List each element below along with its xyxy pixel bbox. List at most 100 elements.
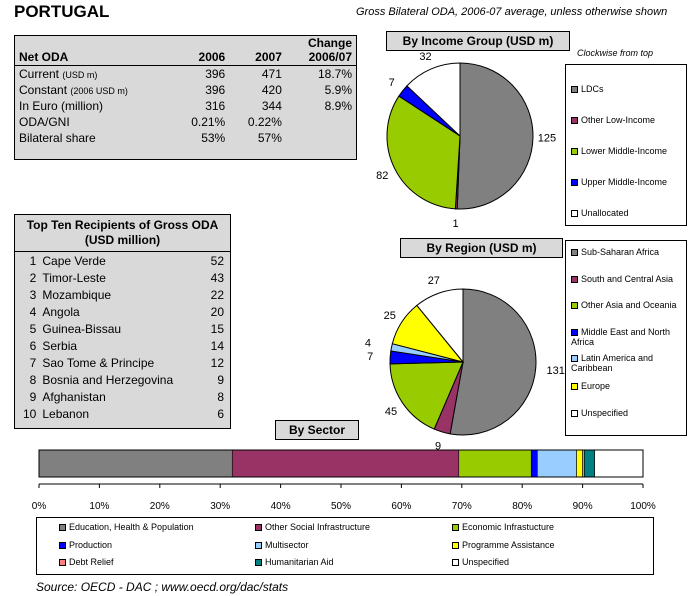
legend-label: Other Asia and Oceania xyxy=(581,300,677,310)
legend-swatch xyxy=(59,559,66,567)
legend-item: Multisector xyxy=(255,540,309,550)
income-chart-title: By Income Group (USD m) xyxy=(386,31,570,51)
recipient-rank: 6 xyxy=(29,338,37,353)
legend-swatch xyxy=(571,210,578,218)
top-recipients-table: 1 Cape Verde 52 2 Timor-Leste 43 3 Mozambique 22… xyxy=(15,252,230,422)
recipient-rank: 8 xyxy=(29,372,37,387)
recipient-row: 2 Timor-Leste 43 xyxy=(15,269,230,286)
recipient-row: 1 Cape Verde 52 xyxy=(15,252,230,269)
region-chart-title: By Region (USD m) xyxy=(400,238,563,258)
legend-item: Upper Middle-Income xyxy=(571,177,683,187)
legend-swatch xyxy=(571,249,578,257)
pie-slice-label: 25 xyxy=(384,310,396,322)
recipient-name: Guinea-Bissau xyxy=(42,321,122,336)
recipient-rank: 9 xyxy=(29,389,37,404)
row-unit: (2006 USD m) xyxy=(70,86,128,96)
row-label: In Euro (million) xyxy=(19,99,104,113)
legend-swatch xyxy=(59,524,66,532)
legend-item: LDCs xyxy=(571,84,683,94)
sector-bar-segment xyxy=(536,449,577,478)
legend-swatch xyxy=(452,542,459,550)
legend-label: Production xyxy=(69,540,113,550)
pie-slice xyxy=(389,361,464,430)
row-label: Current xyxy=(19,67,60,81)
legend-label: Debt Relief xyxy=(69,557,114,567)
net-oda-header-row: Net ODA 2006 2007 Change 2006/07 xyxy=(15,36,356,66)
row-unit: (USD m) xyxy=(62,70,98,80)
pie-slice-label: 45 xyxy=(385,406,397,418)
value-2007: 471 xyxy=(261,67,282,81)
recipient-row: 4 Angola 20 xyxy=(15,303,230,320)
pie-slice xyxy=(416,288,464,364)
legend-item: Other Social Infrastructure xyxy=(255,522,370,532)
recipient-rank: 5 xyxy=(29,321,37,336)
recipient-rank: 2 xyxy=(29,270,37,285)
income-legend: LDCs Other Low-Income Lower Middle-Income U… xyxy=(565,64,687,226)
legend-label: Humanitarian Aid xyxy=(265,557,334,567)
legend-label: Education, Health & Population xyxy=(69,522,194,532)
legend-label: Unallocated xyxy=(581,208,629,218)
recipient-rank: 3 xyxy=(29,287,37,302)
recipient-row: 6 Serbia 14 xyxy=(15,337,230,354)
legend-swatch xyxy=(571,410,578,418)
pie-slice-label: 9 xyxy=(435,440,441,452)
legend-label: Lower Middle-Income xyxy=(581,146,668,156)
value-2006: 396 xyxy=(205,67,226,81)
row-label: Constant xyxy=(19,83,68,97)
x-tick-label: 60% xyxy=(391,501,411,512)
legend-item: Unallocated xyxy=(571,208,683,218)
net-oda-row: ODA/GNI 0.21% 0.22% xyxy=(15,114,356,130)
legend-item: Programme Assistance xyxy=(452,540,555,550)
x-tick-label: 0% xyxy=(32,501,47,512)
sector-bar-frame xyxy=(38,449,644,478)
value-change: 5.9% xyxy=(324,83,352,97)
sector-chart-title: By Sector xyxy=(275,420,359,440)
recipient-row: 7 Sao Tome & Principe 12 xyxy=(15,354,230,371)
recipient-row: 9 Afghanistan 8 xyxy=(15,388,230,405)
legend-swatch xyxy=(571,276,578,284)
legend-item: Debt Relief xyxy=(59,557,114,567)
legend-item: Unspecified xyxy=(452,557,509,567)
recipient-name: Angola xyxy=(42,304,80,319)
net-oda-table: Net ODA 2006 2007 Change 2006/07 Current … xyxy=(15,36,356,146)
recipient-value: 14 xyxy=(210,338,224,353)
recipient-rank: 1 xyxy=(29,253,37,268)
recipient-name: Afghanistan xyxy=(42,389,106,404)
legend-label: Sub-Saharan Africa xyxy=(581,247,660,257)
region-legend: Sub-Saharan Africa South and Central Asia… xyxy=(565,240,687,436)
legend-label: South and Central Asia xyxy=(581,274,674,284)
net-oda-row: Constant (2006 USD m) 396 420 5.9% xyxy=(15,82,356,98)
value-2006: 316 xyxy=(205,99,226,113)
net-oda-col-change: Change 2006/07 xyxy=(285,36,356,66)
top-recipients-panel: Top Ten Recipients of Gross ODA (USD mil… xyxy=(14,214,231,429)
change-label-line2: 2006/07 xyxy=(308,50,352,64)
net-oda-row: Current (USD m) 396 471 18.7% xyxy=(15,66,356,83)
recipient-rank: 7 xyxy=(29,355,37,370)
legend-item: Middle East and North Africa xyxy=(571,327,683,347)
legend-item: Unspecified xyxy=(571,408,683,418)
recipient-value: 52 xyxy=(210,253,224,268)
legend-label: Middle East and North Africa xyxy=(571,327,671,347)
sector-legend: Education, Health & Population Other Soci… xyxy=(36,517,654,575)
x-tick-label: 50% xyxy=(331,501,351,512)
legend-swatch xyxy=(571,117,578,125)
legend-item: Economic Infrastucture xyxy=(452,522,554,532)
net-oda-col-2007: 2007 xyxy=(229,36,286,66)
x-tick-label: 90% xyxy=(573,501,593,512)
value-2007: 420 xyxy=(261,83,282,97)
recipient-row: 3 Mozambique 22 xyxy=(15,286,230,303)
legend-label: Latin America and Caribbean xyxy=(571,353,654,373)
legend-label: Multisector xyxy=(265,540,309,550)
legend-item: Production xyxy=(59,540,112,550)
net-oda-panel: Net ODA 2006 2007 Change 2006/07 Current … xyxy=(14,35,357,160)
legend-swatch xyxy=(59,542,66,550)
legend-item: Humanitarian Aid xyxy=(255,557,334,567)
value-2007: 0.22% xyxy=(247,115,282,129)
recipient-value: 15 xyxy=(210,321,224,336)
net-oda-col-2006: 2006 xyxy=(172,36,230,66)
clockwise-note: Clockwise from top xyxy=(577,48,654,58)
legend-label: Programme Assistance xyxy=(462,540,555,550)
legend-swatch xyxy=(452,559,459,567)
source-note: Source: OECD - DAC ; www.oecd.org/dac/st… xyxy=(36,580,289,594)
recipient-name: Mozambique xyxy=(42,287,112,302)
